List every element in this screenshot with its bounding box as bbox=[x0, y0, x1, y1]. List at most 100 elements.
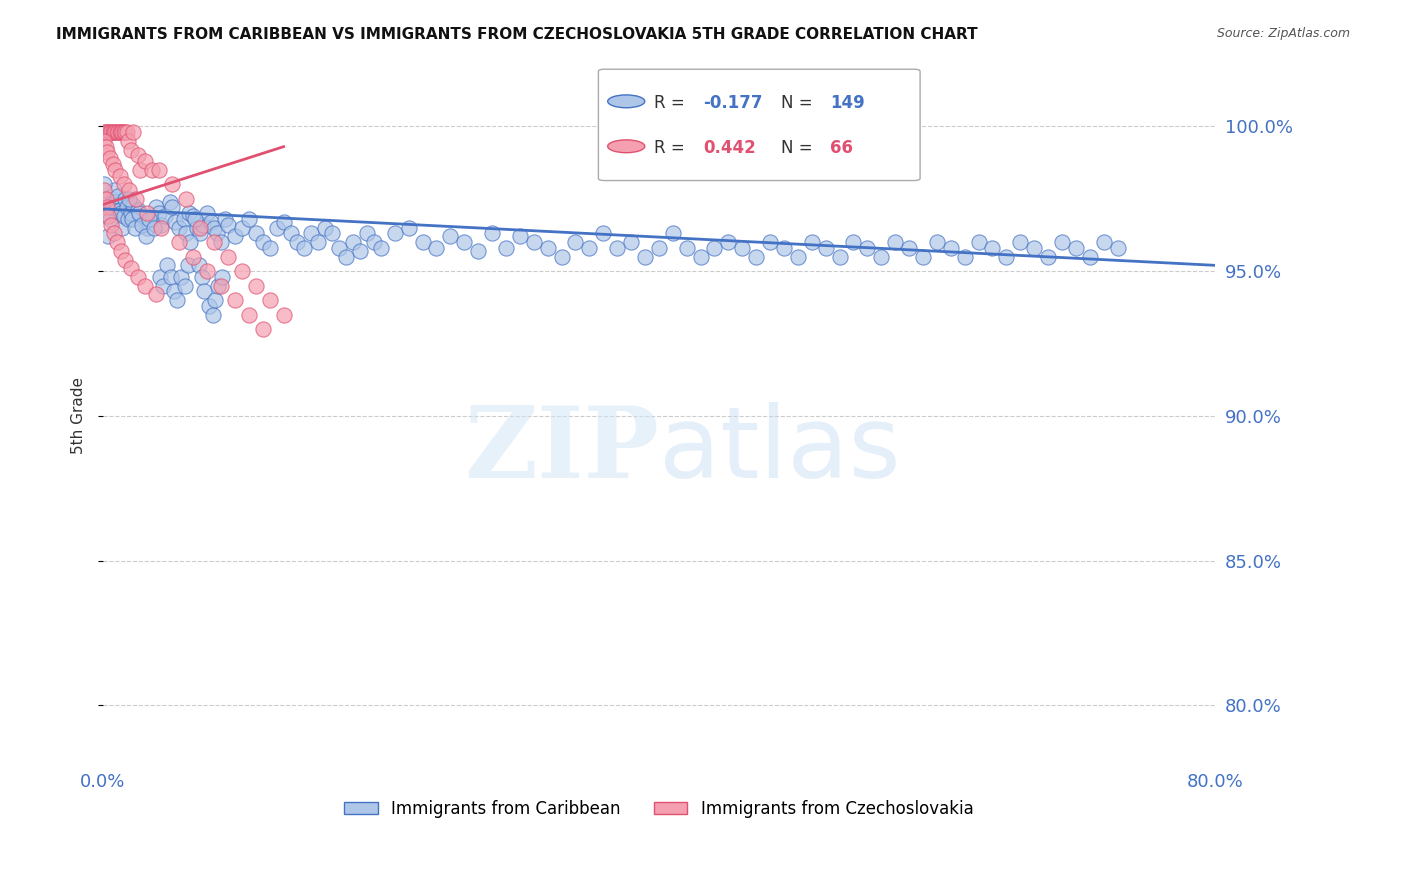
Point bbox=[287, 235, 309, 249]
Point bbox=[179, 235, 201, 249]
Point bbox=[205, 227, 228, 241]
Point bbox=[94, 192, 117, 206]
Point bbox=[703, 241, 725, 255]
Point bbox=[856, 241, 879, 255]
Point bbox=[231, 220, 253, 235]
Point bbox=[100, 201, 122, 215]
Point bbox=[174, 278, 197, 293]
Point bbox=[110, 125, 132, 139]
Text: R =: R = bbox=[654, 139, 690, 157]
Point bbox=[217, 250, 239, 264]
Point bbox=[159, 194, 181, 209]
Point bbox=[121, 212, 143, 227]
Point bbox=[202, 235, 225, 249]
Point bbox=[523, 235, 546, 249]
Point bbox=[953, 250, 976, 264]
Point bbox=[335, 250, 357, 264]
Point bbox=[98, 125, 121, 139]
Point bbox=[176, 258, 198, 272]
Point bbox=[245, 278, 267, 293]
Point bbox=[149, 269, 172, 284]
Point bbox=[118, 183, 141, 197]
Point bbox=[94, 139, 117, 153]
Point bbox=[273, 215, 295, 229]
Text: 0.442: 0.442 bbox=[703, 139, 756, 157]
Point bbox=[537, 241, 560, 255]
Point bbox=[717, 235, 740, 249]
Point bbox=[103, 227, 125, 241]
Point bbox=[1010, 235, 1032, 249]
Point bbox=[94, 206, 117, 220]
Point bbox=[195, 206, 218, 220]
Point bbox=[117, 134, 139, 148]
Point bbox=[439, 229, 461, 244]
Point bbox=[120, 206, 142, 220]
Y-axis label: 5th Grade: 5th Grade bbox=[72, 377, 86, 454]
Point bbox=[731, 241, 754, 255]
Point bbox=[96, 192, 118, 206]
Point bbox=[104, 125, 127, 139]
Point bbox=[160, 269, 183, 284]
Point bbox=[162, 201, 184, 215]
Point bbox=[136, 220, 159, 235]
Point bbox=[111, 220, 134, 235]
Point bbox=[1107, 241, 1129, 255]
Point bbox=[467, 244, 489, 258]
Point bbox=[138, 212, 160, 227]
Point bbox=[412, 235, 434, 249]
Point bbox=[105, 125, 128, 139]
Point bbox=[129, 209, 152, 223]
Point bbox=[620, 235, 643, 249]
Text: atlas: atlas bbox=[659, 402, 900, 499]
Point bbox=[634, 250, 657, 264]
Point bbox=[96, 201, 118, 215]
Point bbox=[224, 293, 246, 307]
Point bbox=[828, 250, 851, 264]
Point bbox=[136, 206, 159, 220]
Point bbox=[842, 235, 865, 249]
Point bbox=[101, 192, 124, 206]
Point bbox=[191, 218, 214, 232]
Point bbox=[181, 209, 204, 223]
Point bbox=[97, 229, 120, 244]
Point bbox=[120, 143, 142, 157]
Point bbox=[156, 258, 179, 272]
Point bbox=[578, 241, 600, 255]
Point bbox=[177, 206, 200, 220]
Point bbox=[122, 197, 145, 211]
Point bbox=[662, 227, 685, 241]
Point bbox=[259, 241, 281, 255]
Point bbox=[93, 183, 115, 197]
Point bbox=[911, 250, 934, 264]
Point bbox=[94, 125, 117, 139]
Point bbox=[195, 264, 218, 278]
Point bbox=[509, 229, 531, 244]
Point bbox=[135, 229, 157, 244]
Point bbox=[112, 209, 135, 223]
Point bbox=[114, 125, 136, 139]
Circle shape bbox=[607, 95, 645, 108]
Point bbox=[773, 241, 796, 255]
Point bbox=[166, 293, 188, 307]
Point bbox=[101, 157, 124, 171]
Point bbox=[211, 269, 233, 284]
Point bbox=[150, 218, 173, 232]
Point bbox=[148, 162, 170, 177]
Text: 66: 66 bbox=[831, 139, 853, 157]
Point bbox=[307, 235, 329, 249]
Point bbox=[107, 189, 129, 203]
Point bbox=[134, 154, 156, 169]
Point bbox=[193, 285, 215, 299]
Point bbox=[204, 293, 226, 307]
Point bbox=[169, 235, 191, 249]
Point bbox=[128, 206, 150, 220]
Point bbox=[321, 227, 343, 241]
Point bbox=[495, 241, 517, 255]
Point bbox=[648, 241, 671, 255]
Point bbox=[214, 212, 236, 227]
Point bbox=[564, 235, 586, 249]
Point bbox=[200, 215, 222, 229]
Point bbox=[280, 227, 302, 241]
Point bbox=[314, 220, 336, 235]
Point bbox=[93, 178, 115, 192]
